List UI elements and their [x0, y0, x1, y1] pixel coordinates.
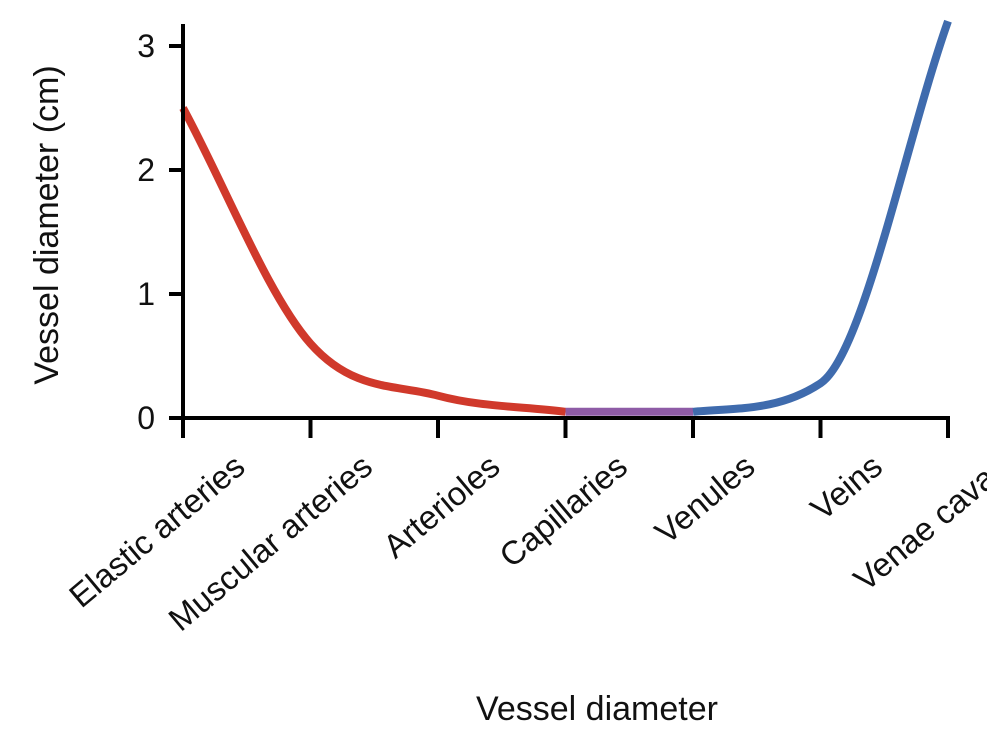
x-category-label: Capillaries: [492, 447, 634, 574]
y-axis-ticks: 0 1 2 3: [137, 28, 183, 436]
x-axis-title: Vessel diameter: [476, 690, 718, 728]
plot-area: [179, 19, 952, 416]
x-category-label: Venules: [648, 447, 762, 551]
y-axis-title: Vessel diameter (cm): [28, 65, 66, 384]
y-tick-label: 0: [137, 400, 155, 436]
curve-segment-3: [692, 19, 952, 416]
x-category-label: Veins: [803, 447, 889, 527]
curve-segment-1: [179, 106, 567, 416]
y-tick-label: 1: [137, 276, 155, 312]
y-tick-label: 3: [137, 28, 155, 64]
y-tick-label: 2: [137, 152, 155, 188]
x-category-label: Arterioles: [376, 447, 507, 565]
